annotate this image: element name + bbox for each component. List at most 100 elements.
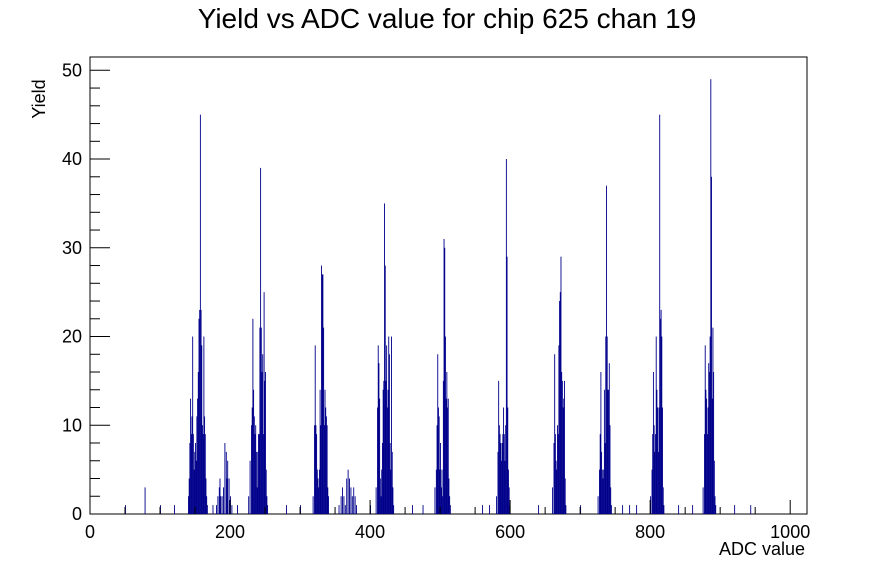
histogram-bin bbox=[505, 159, 507, 515]
histogram-bin bbox=[607, 389, 609, 514]
histogram-bin bbox=[379, 478, 381, 514]
histogram-bin bbox=[711, 398, 713, 514]
histogram-bin bbox=[251, 425, 252, 514]
histogram-bin bbox=[314, 425, 315, 514]
histogram-bin bbox=[389, 443, 391, 514]
chart-title: Yield vs ADC value for chip 625 chan 19 bbox=[198, 3, 697, 34]
histogram-bin bbox=[353, 487, 355, 514]
histogram-bin bbox=[445, 336, 446, 514]
histogram-bin bbox=[489, 505, 491, 514]
histogram-bin bbox=[262, 434, 264, 514]
histogram-bin bbox=[710, 79, 712, 515]
x-axis: 0 200 400 600 800 1000 bbox=[85, 500, 810, 542]
histogram-bin bbox=[237, 505, 238, 514]
histogram-bin bbox=[560, 256, 562, 514]
histogram-bin bbox=[338, 505, 340, 514]
histogram-bin bbox=[662, 487, 664, 514]
histogram-bin bbox=[608, 389, 610, 514]
histogram-bins bbox=[125, 79, 752, 515]
histogram-bin bbox=[482, 505, 484, 514]
histogram-bin bbox=[657, 451, 659, 514]
histogram-bin bbox=[197, 398, 199, 514]
histogram-bin bbox=[190, 434, 192, 514]
histogram-bin bbox=[354, 496, 356, 514]
histogram-bin bbox=[652, 372, 654, 514]
histogram-bin bbox=[713, 460, 715, 514]
histogram-bin bbox=[663, 505, 665, 514]
histogram-bin bbox=[498, 425, 500, 514]
histogram-bin bbox=[321, 265, 322, 514]
histogram-bin bbox=[267, 505, 269, 514]
histogram-bin bbox=[555, 460, 557, 514]
histogram-bin bbox=[503, 434, 505, 514]
histogram-bin bbox=[606, 185, 607, 515]
x-tick-label: 800 bbox=[635, 522, 665, 542]
histogram-bin bbox=[449, 505, 451, 514]
histogram-bin bbox=[384, 203, 385, 515]
histogram-bin bbox=[199, 114, 201, 515]
histogram-bin bbox=[601, 469, 603, 514]
histogram-bin bbox=[220, 496, 222, 514]
histogram-bin bbox=[386, 345, 388, 514]
histogram-bin bbox=[258, 434, 260, 514]
histogram-bin bbox=[605, 336, 607, 514]
histogram-bin bbox=[189, 443, 191, 514]
histogram-bin bbox=[597, 496, 599, 514]
histogram-bin bbox=[225, 451, 227, 514]
histogram-bin bbox=[603, 389, 605, 514]
histogram-bin bbox=[554, 354, 556, 514]
histogram-bin bbox=[706, 434, 708, 514]
histogram-bin bbox=[438, 416, 440, 514]
histogram-bin bbox=[256, 487, 258, 514]
histogram-bin bbox=[258, 434, 259, 514]
y-tick-label: 20 bbox=[62, 327, 82, 347]
histogram-bin bbox=[652, 434, 654, 514]
histogram-bin bbox=[205, 478, 207, 514]
y-tick-label: 10 bbox=[62, 415, 82, 435]
histogram-bin bbox=[312, 496, 314, 514]
histogram-bin bbox=[440, 443, 441, 514]
histogram-bin bbox=[322, 274, 324, 514]
histogram-bin bbox=[564, 478, 566, 514]
histogram-bin bbox=[251, 407, 253, 514]
histogram-bin bbox=[206, 505, 208, 514]
y-tick-label: 40 bbox=[62, 149, 82, 169]
histogram-bin bbox=[636, 505, 638, 514]
histogram-bin bbox=[326, 425, 328, 514]
histogram-bin bbox=[377, 345, 379, 514]
histogram-bin bbox=[561, 372, 563, 514]
histogram-bin bbox=[601, 451, 603, 514]
histogram-bin bbox=[508, 469, 509, 514]
histogram-bin bbox=[324, 389, 326, 514]
histogram-bin bbox=[316, 469, 318, 514]
histogram-bin bbox=[711, 176, 712, 515]
histogram-bin bbox=[444, 247, 446, 515]
histogram-bin bbox=[439, 469, 441, 514]
histogram-bin bbox=[219, 478, 221, 514]
histogram-bin bbox=[323, 327, 325, 514]
histogram-bin bbox=[599, 434, 601, 514]
histogram-bin bbox=[257, 451, 259, 514]
histogram-bin bbox=[286, 505, 287, 514]
histogram-bin bbox=[375, 487, 377, 514]
histogram-bin bbox=[318, 487, 320, 514]
y-axis: 0 10 20 30 40 50 bbox=[62, 60, 110, 524]
histogram-bin bbox=[500, 443, 502, 514]
histogram-bin bbox=[325, 416, 327, 514]
histogram-bin bbox=[705, 389, 707, 514]
histogram-bin bbox=[226, 478, 228, 514]
histogram-bin bbox=[260, 167, 262, 515]
histogram-bin bbox=[557, 434, 559, 514]
histogram-bin bbox=[316, 434, 318, 514]
histogram-bin bbox=[448, 478, 450, 514]
histogram-bin bbox=[599, 469, 600, 514]
histogram-bin bbox=[216, 505, 217, 514]
histogram-bin bbox=[344, 505, 346, 514]
histogram-bin bbox=[507, 407, 509, 514]
histogram-bin bbox=[441, 469, 443, 514]
histogram-bin bbox=[314, 345, 316, 514]
histogram-bin bbox=[349, 478, 350, 514]
histogram-bin bbox=[255, 451, 257, 514]
histogram-bin bbox=[713, 372, 715, 514]
histogram-bin bbox=[388, 336, 390, 514]
